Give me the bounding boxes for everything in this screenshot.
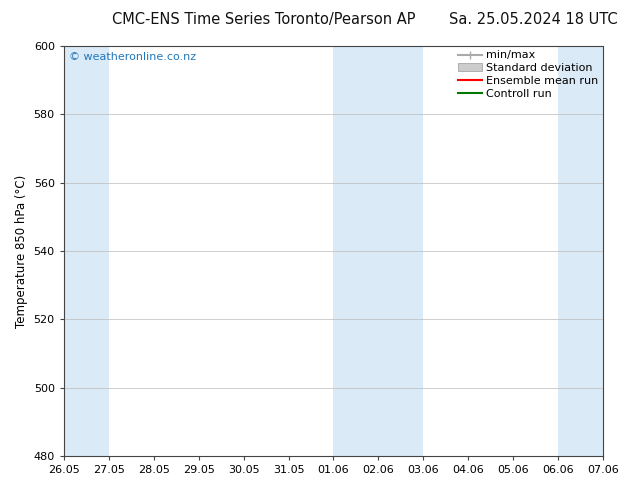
Text: © weatheronline.co.nz: © weatheronline.co.nz	[69, 52, 197, 62]
Y-axis label: Temperature 850 hPa (°C): Temperature 850 hPa (°C)	[15, 174, 28, 328]
Legend: min/max, Standard deviation, Ensemble mean run, Controll run: min/max, Standard deviation, Ensemble me…	[455, 48, 601, 101]
Text: Sa. 25.05.2024 18 UTC: Sa. 25.05.2024 18 UTC	[449, 12, 618, 27]
Bar	[64, 46, 109, 456]
Bar	[333, 46, 424, 456]
Bar	[558, 46, 603, 456]
Text: CMC-ENS Time Series Toronto/Pearson AP: CMC-ENS Time Series Toronto/Pearson AP	[112, 12, 415, 27]
